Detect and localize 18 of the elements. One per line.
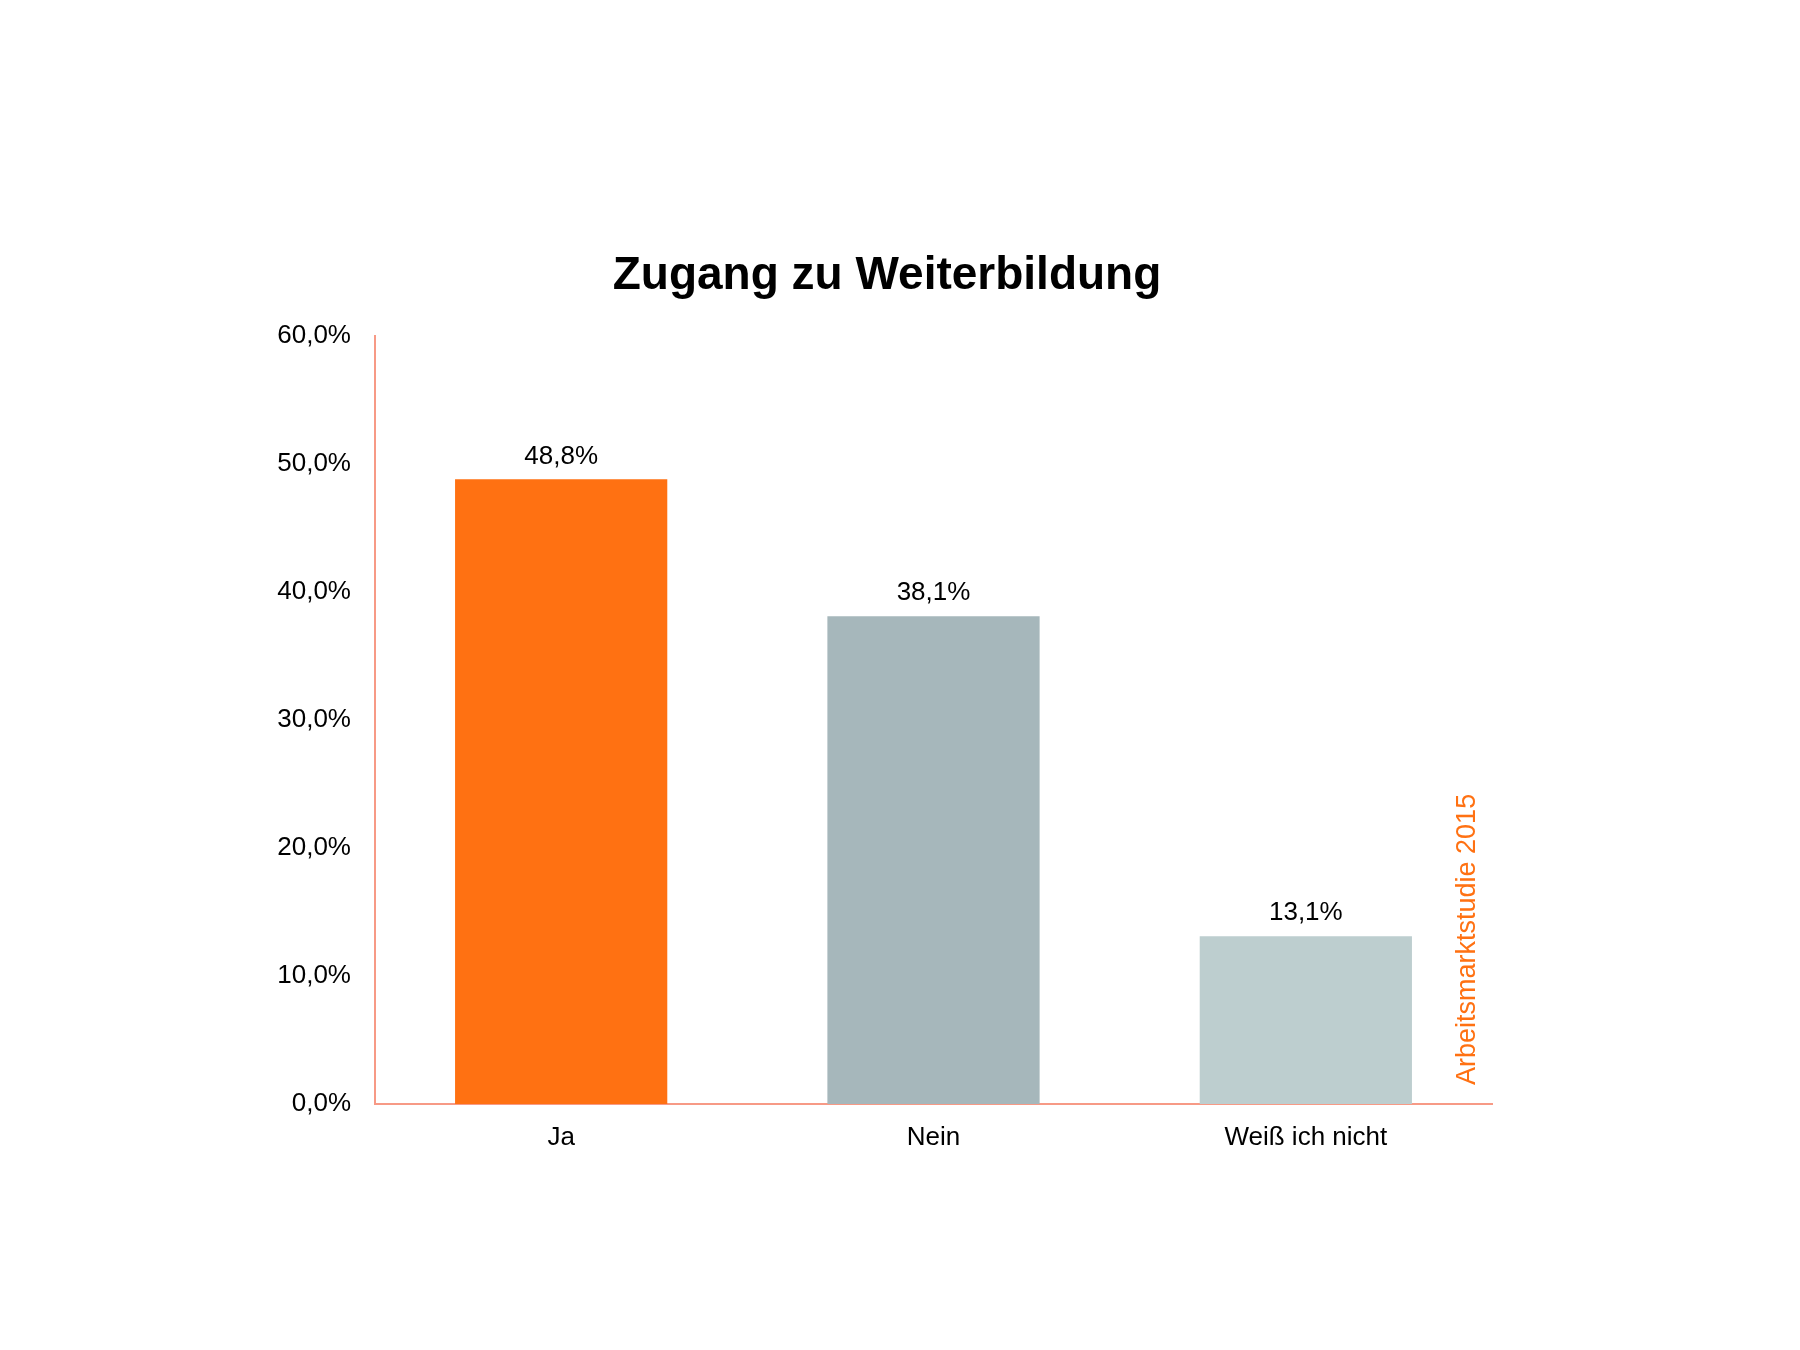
y-tick-label: 0,0% bbox=[291, 1087, 351, 1118]
annotation: Arbeitsmarktstudie 2015 bbox=[1451, 793, 1482, 1085]
y-tick-label: 60,0% bbox=[277, 319, 351, 350]
y-tick-label: 30,0% bbox=[277, 703, 351, 734]
bar bbox=[1199, 936, 1412, 1104]
y-tick-label: 50,0% bbox=[277, 447, 351, 478]
y-tick-label: 40,0% bbox=[277, 575, 351, 606]
y-tick-label: 10,0% bbox=[277, 959, 351, 990]
bar bbox=[455, 479, 668, 1104]
data-label: 38,1% bbox=[896, 576, 971, 607]
x-tick-label: Nein bbox=[906, 1120, 961, 1151]
data-label: 48,8% bbox=[524, 439, 599, 470]
x-tick-label: Weiß ich nicht bbox=[1224, 1120, 1388, 1151]
data-label: 13,1% bbox=[1268, 896, 1343, 927]
x-tick-label: Ja bbox=[547, 1120, 576, 1151]
chart-title: Zugang zu Weiterbildung bbox=[612, 246, 1162, 299]
bar bbox=[827, 616, 1040, 1104]
y-tick-label: 20,0% bbox=[277, 831, 351, 862]
